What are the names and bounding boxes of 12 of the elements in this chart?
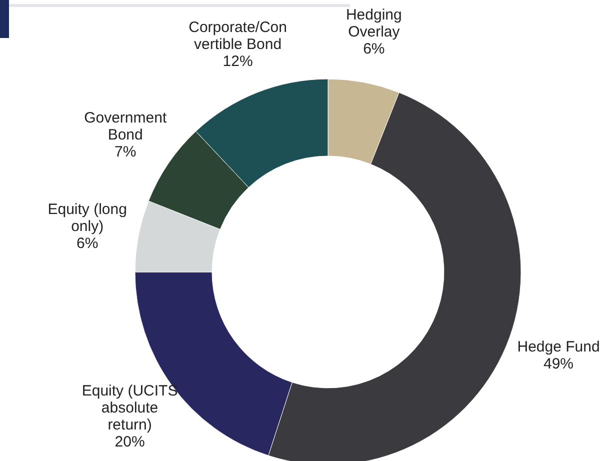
data-label: 6% <box>363 40 385 58</box>
slice-label: Hedge Fund <box>517 338 600 356</box>
slice-label: Equity (UCITS absolute return) <box>82 382 178 434</box>
data-label: 6% <box>76 235 98 252</box>
slice-label: Corporate/Con vertible Bond <box>188 19 288 54</box>
slice-label: Equity (long only) <box>48 201 127 236</box>
slice-label: Government Bond <box>84 109 168 144</box>
data-label: 12% <box>222 53 253 70</box>
slice-label: Hedging Overlay <box>346 6 402 40</box>
data-label: 20% <box>114 434 145 451</box>
data-label: 7% <box>114 143 136 160</box>
data-label: 49% <box>544 355 574 372</box>
